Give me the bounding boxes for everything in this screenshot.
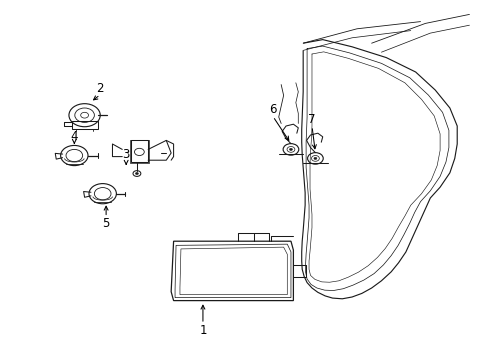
Text: 2: 2	[96, 82, 104, 95]
Circle shape	[313, 157, 316, 159]
Text: 3: 3	[122, 148, 130, 161]
Bar	[130, 140, 148, 162]
Circle shape	[289, 148, 292, 150]
Bar	[129, 140, 149, 163]
Bar	[72, 121, 98, 129]
Text: 7: 7	[307, 113, 315, 126]
Text: 4: 4	[70, 130, 78, 143]
Text: 6: 6	[268, 103, 276, 116]
Text: 5: 5	[102, 217, 110, 230]
Text: 1: 1	[199, 324, 206, 337]
Circle shape	[135, 172, 138, 175]
